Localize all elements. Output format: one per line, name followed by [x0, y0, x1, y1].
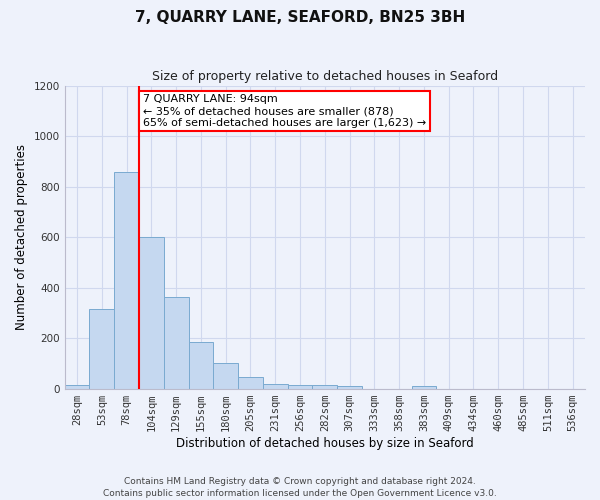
Text: 7, QUARRY LANE, SEAFORD, BN25 3BH: 7, QUARRY LANE, SEAFORD, BN25 3BH — [135, 10, 465, 25]
Bar — [139, 238, 164, 389]
Text: Contains HM Land Registry data © Crown copyright and database right 2024.
Contai: Contains HM Land Registry data © Crown c… — [103, 476, 497, 498]
Bar — [287, 384, 313, 389]
Title: Size of property relative to detached houses in Seaford: Size of property relative to detached ho… — [152, 70, 498, 83]
Bar — [263, 384, 287, 389]
Bar — [238, 377, 263, 389]
Bar — [313, 384, 337, 389]
Bar — [164, 297, 188, 389]
Bar — [89, 310, 114, 389]
X-axis label: Distribution of detached houses by size in Seaford: Distribution of detached houses by size … — [176, 437, 474, 450]
Text: 7 QUARRY LANE: 94sqm
← 35% of detached houses are smaller (878)
65% of semi-deta: 7 QUARRY LANE: 94sqm ← 35% of detached h… — [143, 94, 426, 128]
Bar — [337, 386, 362, 389]
Bar — [188, 342, 214, 389]
Bar — [65, 386, 89, 389]
Y-axis label: Number of detached properties: Number of detached properties — [15, 144, 28, 330]
Bar — [412, 386, 436, 389]
Bar — [214, 362, 238, 389]
Bar — [114, 172, 139, 389]
